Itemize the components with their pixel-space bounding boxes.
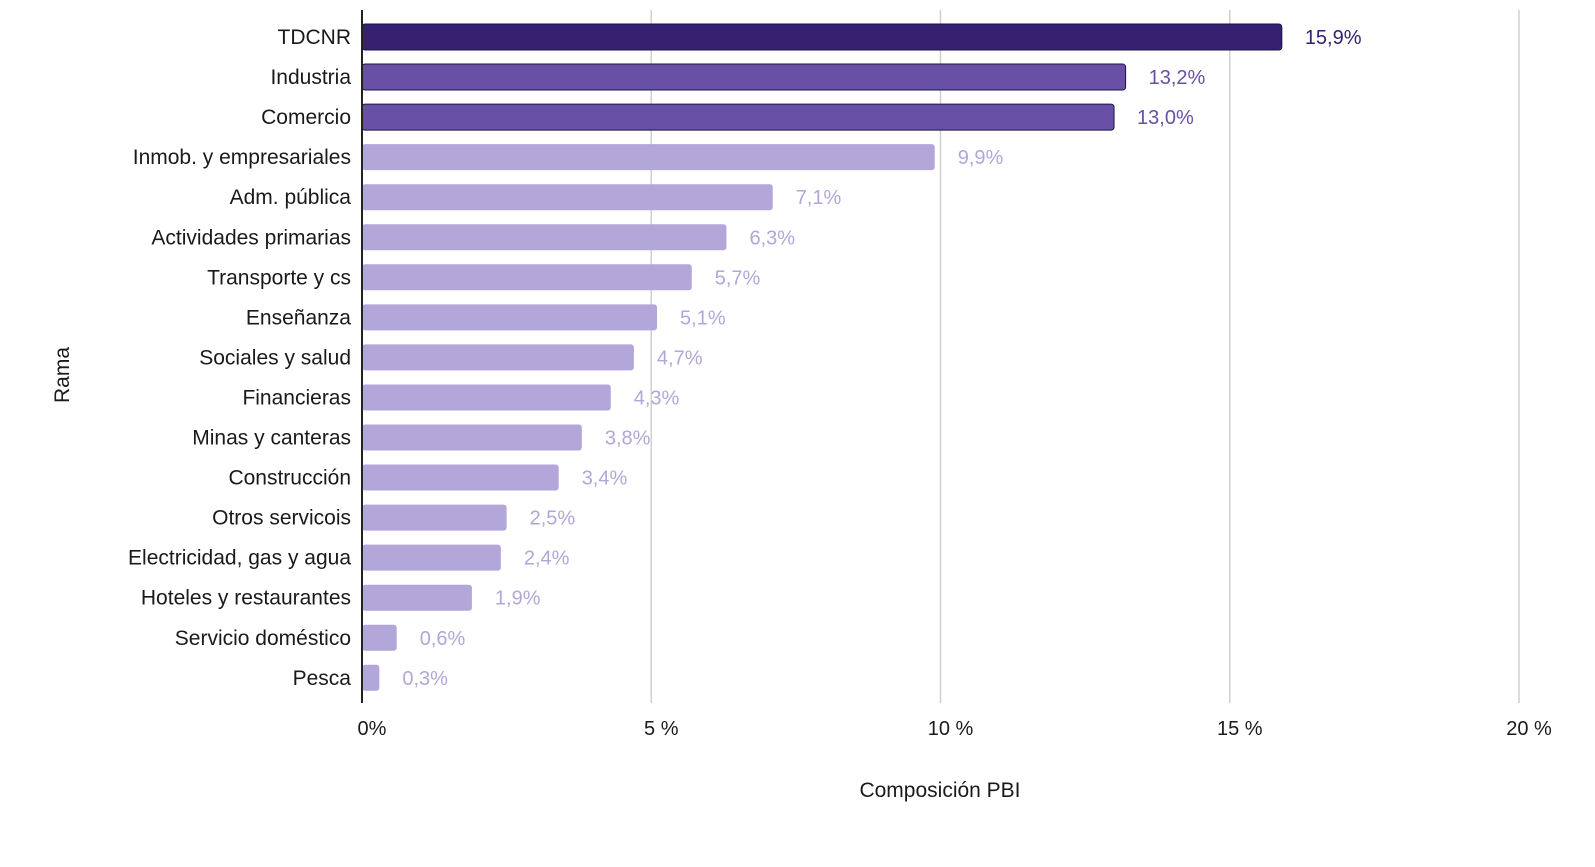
x-tick-label: 5 % [644,718,679,740]
category-label: Enseñanza [246,306,351,329]
category-label: Financieras [242,386,351,409]
data-label: 13,2% [1149,67,1206,89]
bar [362,264,692,291]
bar [362,624,397,651]
bar [362,424,582,451]
data-label: 13,0% [1137,107,1194,129]
data-label: 4,7% [657,347,703,369]
y-axis-title: Rama [51,347,74,403]
category-label: Adm. pública [230,186,352,209]
x-tick-label: 10 % [928,718,974,740]
category-label: Construcción [228,467,351,490]
category-label: Otros servicois [212,507,351,530]
bar [362,344,634,371]
category-label: Comercio [261,106,351,129]
bar [362,464,559,491]
bar [361,63,1127,91]
x-tick-labels: 0% 5 % 10 % 15 % 20 % [358,718,1552,740]
bar [362,664,380,691]
bar [361,103,1115,131]
category-label: Sociales y salud [199,346,351,369]
bar [362,184,773,211]
data-label: 3,4% [582,468,628,490]
bar [362,504,507,531]
bar [362,584,472,611]
category-label: Electricidad, gas y agua [128,547,351,570]
data-label: 9,9% [958,147,1004,169]
bar [361,23,1283,51]
data-label: 0,3% [402,668,448,690]
category-label: TDCNR [278,26,352,49]
data-label: 5,7% [715,267,761,289]
x-tick-label: 15 % [1217,718,1263,740]
bar [362,544,501,571]
data-label: 4,3% [634,387,680,409]
category-labels: TDCNR Industria Comercio Inmob. y empresari… [128,26,351,690]
bars [361,23,1283,691]
category-label: Transporte y cs [207,266,351,289]
data-label: 2,4% [524,548,570,570]
x-axis-title: Composición PBI [859,779,1020,802]
category-label: Hoteles y restaurantes [141,587,351,610]
category-label: Servicio doméstico [175,627,351,650]
bar [362,144,935,171]
data-label: 7,1% [796,187,842,209]
data-label: 5,1% [680,307,726,329]
category-label: Pesca [293,667,352,690]
data-label: 2,5% [530,508,576,530]
data-label: 15,9% [1305,27,1362,49]
category-label: Inmob. y empresariales [133,146,351,169]
value-labels: 15,9% 13,2% 13,0% 9,9% 7,1%6,3% 5,7% 5,1% 4,7% 4… [402,27,1361,690]
data-label: 6,3% [749,227,795,249]
bar [362,224,727,251]
category-label: Actividades primarias [151,226,351,249]
data-label: 3,8% [605,428,651,450]
x-tick-label: 20 % [1506,718,1552,740]
category-label: Industria [270,66,351,89]
bar [362,384,611,411]
data-label: 0,6% [420,628,466,650]
x-tick-label: 0% [358,718,387,740]
data-label: 1,9% [495,588,541,610]
bar [362,304,658,331]
category-label: Minas y canteras [192,427,351,450]
